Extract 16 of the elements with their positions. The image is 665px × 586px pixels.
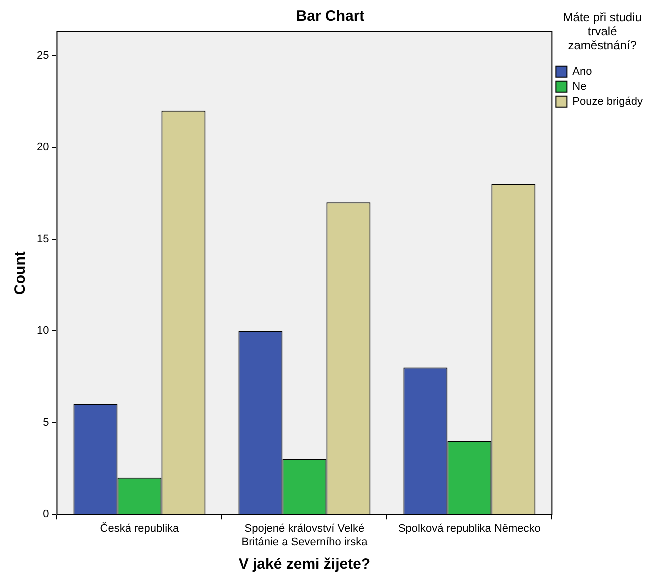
legend-label: Ne <box>572 80 587 93</box>
chart-title: Bar Chart <box>296 8 365 26</box>
x-tick-label: Spolková republika Německo <box>398 523 541 536</box>
y-axis-title: Count <box>12 252 30 295</box>
y-tick-label: 25 <box>36 50 50 62</box>
y-tick-label: 0 <box>43 508 50 521</box>
y-tick-label: 20 <box>36 142 50 154</box>
x-tick-label: Spojené království Velké Británie a Severního irska <box>242 523 369 548</box>
x-tick-label: Česká republika <box>100 522 180 536</box>
x-axis-title: V jaké zemi žijete? <box>238 556 371 574</box>
legend-title: Máte při studiu trvalé zaměstnání? <box>563 10 642 52</box>
legend-label: Pouze brigády <box>572 96 644 108</box>
y-tick-label: 15 <box>36 233 50 246</box>
legend-label: Ano <box>572 66 592 78</box>
y-tick-label: 5 <box>43 416 50 429</box>
y-tick-label: 10 <box>36 325 50 338</box>
